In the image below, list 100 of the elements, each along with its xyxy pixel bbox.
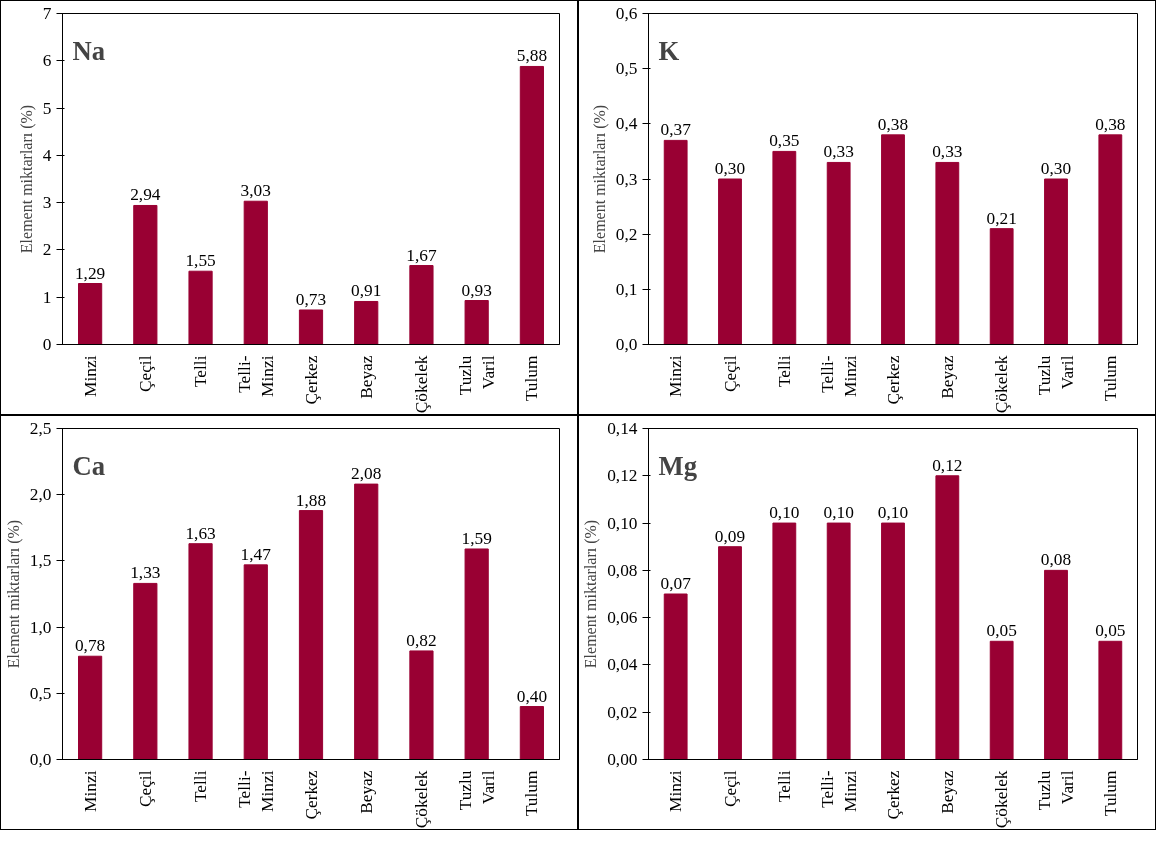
data-label: 1,63 <box>185 523 216 543</box>
y-tick-label: 2 <box>42 240 52 260</box>
y-tick-label: 0,3 <box>615 169 638 189</box>
y-tick-label: 0,08 <box>607 560 638 580</box>
x-tick-label: Tuzlu Varil <box>1035 770 1077 811</box>
text: Na <box>72 35 106 66</box>
data-label: 1,67 <box>406 245 437 265</box>
data-label: 0,10 <box>877 503 909 523</box>
y-tick-label: 1,5 <box>29 551 52 571</box>
data-label: 0,93 <box>461 280 492 300</box>
y-tick-label: 0,14 <box>607 419 638 438</box>
data-label: 0,33 <box>823 142 854 162</box>
data-label: 1,59 <box>461 528 492 548</box>
x-tick-label: Çeçil <box>720 355 740 393</box>
y-tick-label: 0,0 <box>615 335 638 354</box>
x-tick-label: Tuzlu Varil <box>1035 355 1077 396</box>
data-label: 1,88 <box>295 490 327 510</box>
data-label: 0,30 <box>714 159 746 178</box>
data-label: 0,05 <box>1095 621 1126 641</box>
y-axis-title: Element miktarları (%) <box>4 519 23 669</box>
x-tick-label: Beyaz <box>356 770 376 814</box>
y-tick-label: 7 <box>42 4 52 23</box>
x-tick-label: Telli <box>191 770 211 803</box>
x-tick-label: Telli- Minzi <box>817 770 860 812</box>
x-tick-label: Minzi <box>80 355 100 397</box>
x-tick-label: Çerkez <box>883 355 903 405</box>
data-label: 0,30 <box>1040 159 1072 178</box>
x-tick-label: Minzi <box>80 770 100 812</box>
y-tick-label: 5 <box>42 98 52 118</box>
data-label: 0,21 <box>986 208 1017 228</box>
x-tick-label: Tulum <box>522 769 542 817</box>
y-tick-label: 1 <box>42 287 52 307</box>
x-tick-label: Çeçil <box>720 770 740 808</box>
x-tick-label: Telli- Minzi <box>234 770 277 812</box>
x-tick-label: Tulum <box>1100 769 1120 817</box>
text: K <box>658 35 680 66</box>
data-label: 0,37 <box>660 120 692 140</box>
data-label: 0,10 <box>769 503 800 523</box>
x-tick-label: Telli <box>774 355 794 388</box>
data-label: 0,38 <box>1095 114 1126 134</box>
x-tick-label: Çökelek <box>992 770 1012 829</box>
y-tick-label: 0,5 <box>615 59 638 79</box>
data-label: 0,82 <box>406 630 437 650</box>
y-tick-label: 1,0 <box>29 617 52 637</box>
data-label: 0,91 <box>351 281 382 301</box>
data-label: 2,94 <box>130 185 161 205</box>
data-label: 5,88 <box>516 46 548 66</box>
y-tick-label: 4 <box>42 145 52 165</box>
data-label: 0,09 <box>714 526 746 546</box>
x-tick-label: Çeçil <box>135 355 155 393</box>
x-tick-label: Tuzlu Varil <box>455 770 498 811</box>
y-axis-title: Element miktarları (%) <box>590 104 609 254</box>
data-label: 1,47 <box>240 544 272 564</box>
x-tick-label: Telli- Minzi <box>817 355 860 397</box>
data-label: 1,29 <box>74 263 106 283</box>
text: Ca <box>72 450 106 481</box>
y-tick-label: 0,02 <box>607 702 638 722</box>
y-axis-title: Element miktarları (%) <box>17 104 36 254</box>
x-tick-label: Çeçil <box>135 770 155 808</box>
data-label: 0,73 <box>295 289 327 309</box>
x-tick-label: Çökelek <box>411 770 431 829</box>
y-tick-label: 0,10 <box>607 513 638 533</box>
x-tick-label: Minzi <box>666 355 686 397</box>
y-tick-label: 0,12 <box>607 466 638 486</box>
y-tick-label: 2,5 <box>29 419 52 438</box>
y-tick-label: 0,4 <box>615 114 638 134</box>
data-label: 0,12 <box>932 455 963 475</box>
x-tick-label: Çerkez <box>301 770 321 820</box>
data-label: 0,08 <box>1040 550 1072 570</box>
x-tick-label: Telli <box>191 355 211 388</box>
data-label: 0,38 <box>877 114 909 134</box>
y-tick-label: 0,04 <box>607 655 638 675</box>
y-tick-label: 2,0 <box>29 485 52 505</box>
x-tick-label: Telli <box>774 770 794 803</box>
data-label: 0,10 <box>823 503 854 523</box>
data-label: 0,40 <box>516 686 548 706</box>
text: Mg <box>658 450 698 481</box>
y-tick-label: 0,5 <box>29 683 52 703</box>
y-tick-label: 0,1 <box>615 279 638 299</box>
y-axis-title: Element miktarları (%) <box>582 519 601 669</box>
data-label: 0,35 <box>769 131 800 151</box>
data-label: 0,05 <box>986 621 1017 641</box>
x-tick-label: Beyaz <box>937 770 957 814</box>
y-tick-label: 0,6 <box>615 4 638 23</box>
x-tick-label: Tuzlu Varil <box>455 355 498 396</box>
y-tick-label: 0,00 <box>607 750 638 769</box>
x-tick-label: Tulum <box>522 354 542 402</box>
data-label: 0,78 <box>74 636 106 656</box>
x-tick-label: Çerkez <box>301 355 321 405</box>
y-tick-label: 6 <box>42 51 52 71</box>
x-tick-label: Tulum <box>1100 354 1120 402</box>
data-label: 0,07 <box>660 574 692 593</box>
x-tick-label: Çerkez <box>883 770 903 820</box>
data-label: 2,08 <box>351 464 382 484</box>
y-tick-label: 0 <box>42 335 52 354</box>
data-label: 1,33 <box>130 563 161 583</box>
y-tick-label: 0,06 <box>607 608 638 628</box>
x-tick-label: Beyaz <box>937 355 957 399</box>
y-tick-label: 3 <box>42 193 52 213</box>
data-label: 3,03 <box>240 181 271 201</box>
